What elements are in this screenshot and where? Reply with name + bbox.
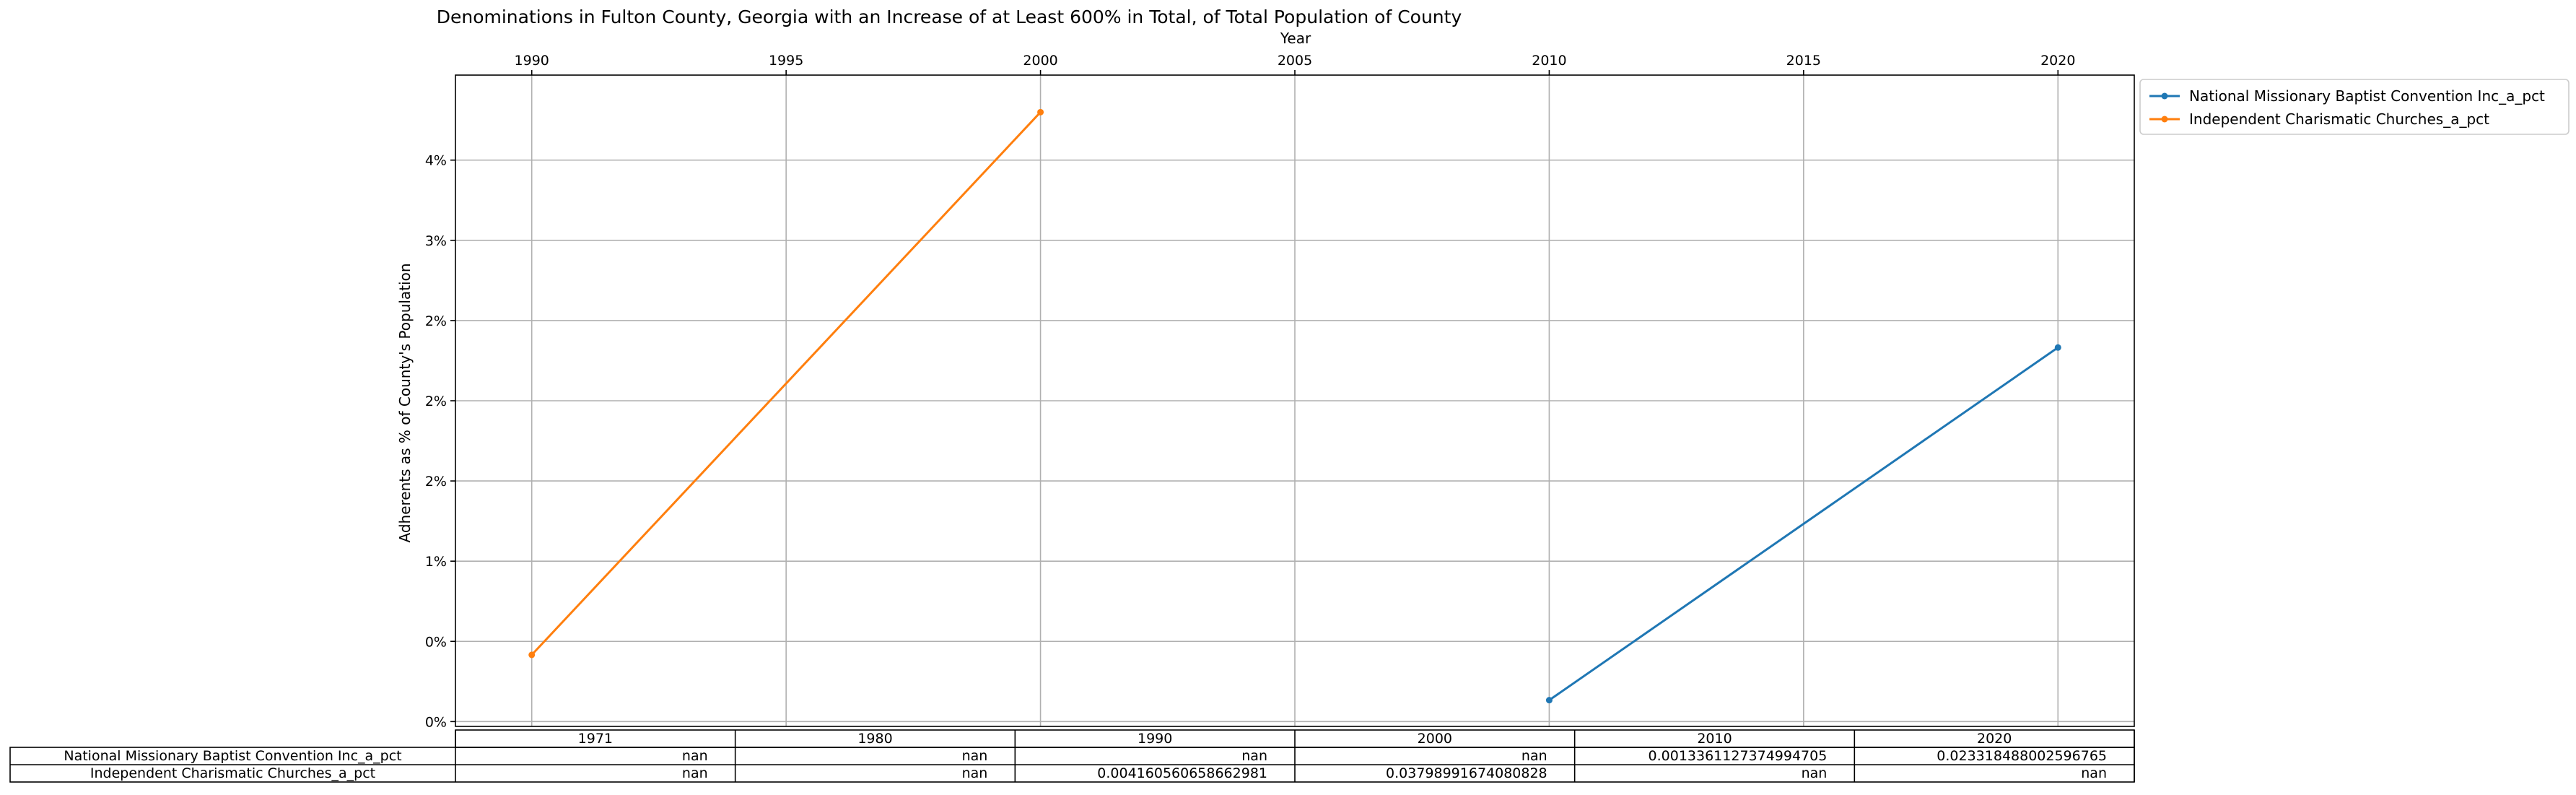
table-column-header: 2020: [1977, 731, 2012, 747]
table-cell: nan: [682, 765, 708, 781]
table-column-header: 2010: [1697, 731, 1732, 747]
table-cell: nan: [962, 748, 988, 764]
data-point: [1037, 108, 1044, 116]
y-tick-label: 4%: [425, 153, 447, 169]
y-tick-label: 2%: [425, 474, 447, 490]
data-point: [528, 651, 536, 659]
legend-label: National Missionary Baptist Convention I…: [2189, 87, 2545, 105]
table-cell: 0.023318488002596765: [1937, 748, 2107, 764]
table-cell: nan: [2081, 765, 2107, 781]
data-table: 1971 1980 1990 2000 2010 2020 National Mission…: [9, 729, 2135, 783]
y-tick-label: 2%: [425, 394, 447, 409]
x-tick-label: 2010: [1532, 53, 1566, 69]
legend: National Missionary Baptist Convention I…: [2139, 79, 2570, 135]
table-cell: 0.03798991674080828: [1386, 765, 1547, 781]
table-cell: nan: [1241, 748, 1267, 764]
table-column-header: 1990: [1138, 731, 1172, 747]
y-tick-label: 0%: [425, 634, 447, 650]
table-column-header: 1980: [857, 731, 892, 747]
axis-ticks: 1990 1995 2000 2005 2010 2015 2020 0% 0% 1% 2% 2% 2%…: [425, 53, 2076, 730]
x-tick-label: 2020: [2040, 53, 2075, 69]
data-point: [2054, 344, 2061, 351]
legend-label: Independent Charismatic Churches_a_pct: [2189, 110, 2489, 128]
table-cell: 0.0013361127374994705: [1649, 748, 1828, 764]
table-column-header: 1971: [578, 731, 613, 747]
x-axis-label: Year: [1280, 30, 1311, 47]
x-tick-label: 2015: [1786, 53, 1821, 69]
series-line: [1548, 347, 2059, 701]
chart-title: Denominations in Fulton County, Georgia …: [437, 6, 1462, 27]
y-tick-label: 1%: [425, 554, 447, 570]
x-tick-label: 2000: [1023, 53, 1057, 69]
table-row-label: Independent Charismatic Churches_a_pct: [90, 765, 375, 781]
x-tick-label: 1995: [769, 53, 803, 69]
x-tick-label: 1990: [515, 53, 549, 69]
legend-marker: [2161, 116, 2168, 123]
y-axis-label: Adherents as % of County's Population: [396, 263, 414, 542]
table-cell: nan: [682, 748, 708, 764]
table-cell: nan: [1802, 765, 1828, 781]
table-cell: 0.004160560658662981: [1097, 765, 1267, 781]
x-tick-label: 2005: [1278, 53, 1312, 69]
table-column-header: 2000: [1418, 731, 1452, 747]
series-line: [531, 111, 1042, 656]
data-point: [1545, 697, 1553, 704]
grid-lines: [455, 75, 2134, 726]
y-tick-label: 2%: [425, 313, 447, 329]
legend-frame: [2139, 79, 2570, 135]
y-tick-label: 3%: [425, 233, 447, 249]
legend-marker: [2161, 92, 2168, 100]
y-tick-label: 0%: [425, 714, 447, 730]
table-row-label: National Missionary Baptist Convention I…: [64, 748, 401, 764]
table-cell: nan: [962, 765, 988, 781]
series-group: [528, 108, 2061, 704]
table-cell: nan: [1521, 748, 1547, 764]
